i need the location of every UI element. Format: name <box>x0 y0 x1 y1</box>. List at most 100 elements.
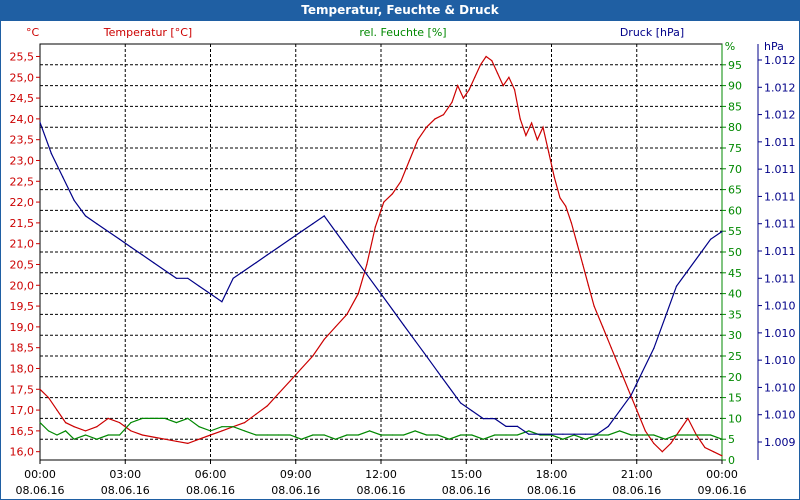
x-tick-time: 00:00 <box>24 468 56 481</box>
pressure-point <box>244 269 246 272</box>
temperature-point <box>198 438 200 440</box>
humidity-point <box>289 434 291 436</box>
temperature-point <box>704 446 706 449</box>
humidity-tick-label: 80 <box>728 121 742 134</box>
temperature-point <box>508 76 510 78</box>
humidity-point <box>641 434 644 436</box>
pressure-point <box>710 238 712 240</box>
x-tick-time: 06:00 <box>195 468 227 481</box>
humidity-point <box>323 434 325 436</box>
pressure-point <box>687 269 689 272</box>
pressure-point <box>516 425 519 427</box>
humidity-point <box>153 417 155 419</box>
temperature-point <box>525 134 527 137</box>
temperature-point <box>644 430 646 432</box>
humidity-point <box>164 417 166 419</box>
temperature-point <box>300 367 302 370</box>
humidity-point <box>505 434 507 436</box>
pressure-point <box>334 230 337 233</box>
humidity-point <box>516 434 519 436</box>
humidity-point <box>187 417 189 419</box>
temperature-point <box>175 440 177 442</box>
humidity-point <box>232 426 234 428</box>
temperature-point <box>670 442 672 444</box>
pressure-point <box>175 277 177 279</box>
temperature-point <box>442 114 445 116</box>
pressure-tick-label: 1.012 <box>764 81 796 94</box>
pressure-tick-label: 1.011 <box>764 218 796 231</box>
pressure-tick-label: 1.010 <box>764 381 796 394</box>
temperature-point <box>374 226 376 228</box>
temperature-point <box>221 430 223 432</box>
humidity-point <box>460 434 462 436</box>
humidity-point <box>585 438 587 440</box>
temperature-tick-label: 25,5 <box>10 50 35 63</box>
temperature-point <box>164 438 166 440</box>
humidity-tick-label: 70 <box>728 163 742 176</box>
humidity-point <box>198 426 200 428</box>
humidity-tick-label: 10 <box>728 412 742 425</box>
pressure-point <box>630 394 632 396</box>
temperature-point <box>119 422 121 424</box>
x-tick-time: 12:00 <box>365 468 397 481</box>
pressure-point <box>96 223 98 225</box>
humidity-point <box>482 438 484 440</box>
humidity-point <box>653 434 655 436</box>
temperature-tick-label: 19,5 <box>10 300 35 313</box>
temperature-point <box>627 388 629 390</box>
humidity-point <box>141 417 143 419</box>
humidity-point <box>107 434 109 436</box>
temperature-point <box>553 176 555 178</box>
humidity-point <box>175 422 177 424</box>
pressure-point <box>289 238 291 240</box>
pressure-point <box>357 262 359 264</box>
temperature-point <box>593 305 595 307</box>
x-tick-date: 08.06.16 <box>442 484 491 497</box>
pressure-point <box>471 410 473 412</box>
pressure-point <box>414 340 416 342</box>
temperature-tick-label: 24,5 <box>10 92 35 105</box>
pressure-point <box>641 371 644 373</box>
temperature-title: Temperatur [°C] <box>103 26 192 39</box>
humidity-point <box>346 434 348 436</box>
temperature-point <box>244 422 246 424</box>
temperature-point <box>408 159 410 162</box>
humidity-unit: % <box>725 40 735 53</box>
temperature-point <box>457 85 459 87</box>
pressure-point <box>84 215 87 217</box>
temperature-point <box>485 55 487 58</box>
pressure-point <box>619 410 621 412</box>
temperature-point <box>346 313 348 315</box>
humidity-point <box>56 434 58 436</box>
pressure-point <box>664 316 666 318</box>
humidity-point <box>687 434 689 436</box>
temperature-point <box>565 205 567 207</box>
x-tick-date: 08.06.16 <box>527 484 576 497</box>
temperature-tick-label: 18,5 <box>10 342 35 355</box>
humidity-point <box>471 434 473 436</box>
temperature-point <box>153 436 155 438</box>
temperature-point <box>130 430 132 432</box>
temperature-tick-label: 23,0 <box>10 154 35 167</box>
temperature-point <box>84 430 87 432</box>
pressure-point <box>141 254 143 256</box>
humidity-title: rel. Feuchte [%] <box>359 26 446 39</box>
temperature-point <box>323 338 325 340</box>
pressure-point <box>460 402 462 404</box>
temperature-point <box>636 409 638 411</box>
temperature-point <box>491 60 493 62</box>
temperature-point <box>712 451 715 453</box>
humidity-tick-label: 90 <box>728 80 742 93</box>
axes <box>36 43 762 464</box>
axis-labels: 16,0 16,5 17,0 17,5 18,0 18,5 19,0 19,5 20,0 20,5… <box>10 26 796 497</box>
temperature-point <box>678 430 681 432</box>
x-tick-date: 08.06.16 <box>271 484 320 497</box>
temperature-point <box>334 326 337 328</box>
x-tick-time: 00:00 <box>706 468 738 481</box>
temperature-tick-label: 17,0 <box>10 404 35 417</box>
humidity-point <box>39 422 41 424</box>
temperature-point <box>209 434 212 436</box>
pressure-tick-label: 1.010 <box>764 300 796 313</box>
x-tick-date: 08.06.16 <box>16 484 65 497</box>
temperature-tick-label: 22,5 <box>10 175 35 188</box>
